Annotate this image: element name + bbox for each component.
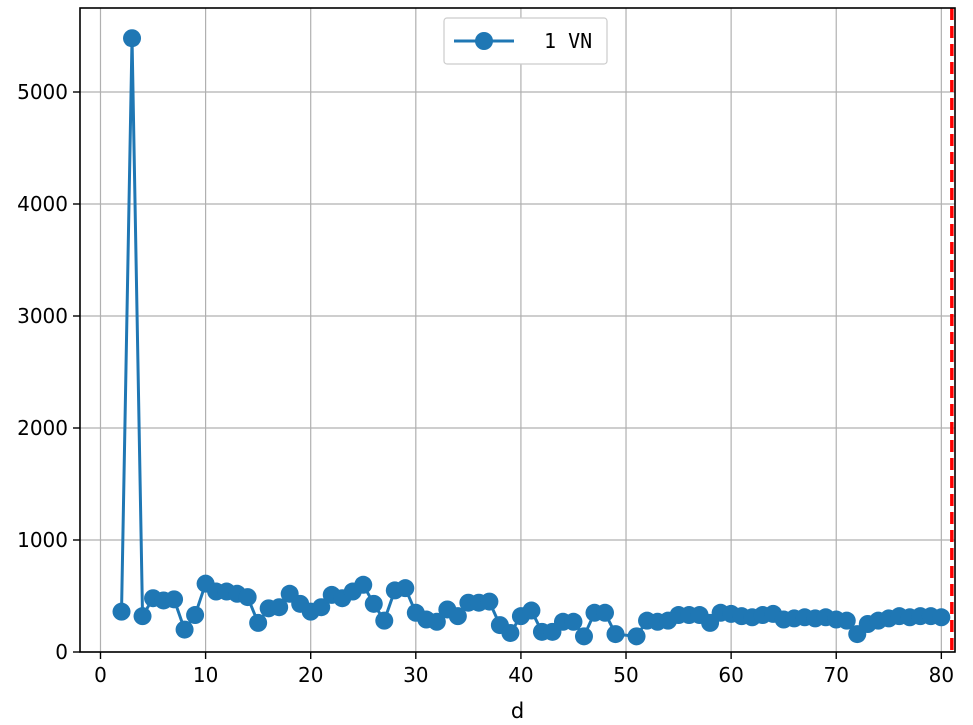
y-tick-label: 3000: [17, 304, 68, 328]
x-tick-label: 20: [298, 663, 323, 687]
legend-label: 1 VN: [544, 29, 592, 53]
axes-frame: [79, 7, 956, 653]
data-point: [312, 598, 331, 617]
data-point: [501, 623, 520, 642]
data-point: [837, 611, 856, 630]
series-line: [120, 36, 942, 638]
data-point: [396, 579, 415, 598]
x-tick-label: 40: [508, 663, 533, 687]
data-point: [522, 601, 541, 620]
y-tick-label: 1000: [17, 528, 68, 552]
data-point: [354, 575, 373, 594]
data-point: [186, 606, 205, 625]
x-tick-label: 80: [929, 663, 954, 687]
ticks: 0 10 20 30 40 50 60 70 80 0 1000 2000 3000 4000 5000: [17, 80, 954, 687]
y-tick-label: 4000: [17, 192, 68, 216]
data-point: [627, 627, 646, 646]
y-tick-label: 2000: [17, 416, 68, 440]
data-point: [932, 608, 951, 627]
x-tick-label: 60: [718, 663, 743, 687]
x-tick-label: 30: [403, 663, 428, 687]
y-tick-label: 5000: [17, 80, 68, 104]
legend-marker-swatch: [475, 32, 493, 50]
legend-box: [443, 17, 608, 65]
data-point: [133, 607, 152, 626]
data-point: [564, 612, 583, 631]
plot-area: [112, 8, 954, 652]
data-point: [427, 612, 446, 631]
x-tick-label: 10: [193, 663, 218, 687]
x-axis-label: d: [511, 699, 524, 723]
x-tick-label: 0: [94, 663, 107, 687]
data-point: [574, 627, 593, 646]
data-point: [175, 620, 194, 639]
y-tick-label: 0: [55, 640, 68, 664]
grid: [80, 8, 955, 653]
legend: 1 VN: [443, 17, 608, 65]
data-point: [270, 598, 289, 617]
data-point: [606, 625, 625, 644]
x-tick-label: 70: [824, 663, 849, 687]
data-point: [238, 588, 257, 607]
x-tick-label: 50: [613, 663, 638, 687]
data-point: [123, 29, 142, 48]
data-point: [112, 602, 131, 621]
data-point: [364, 594, 383, 613]
data-point: [596, 603, 614, 622]
data-point: [480, 592, 499, 611]
data-point: [375, 611, 394, 630]
data-point: [165, 590, 184, 609]
data-point: [249, 613, 268, 632]
data-point: [448, 607, 467, 626]
